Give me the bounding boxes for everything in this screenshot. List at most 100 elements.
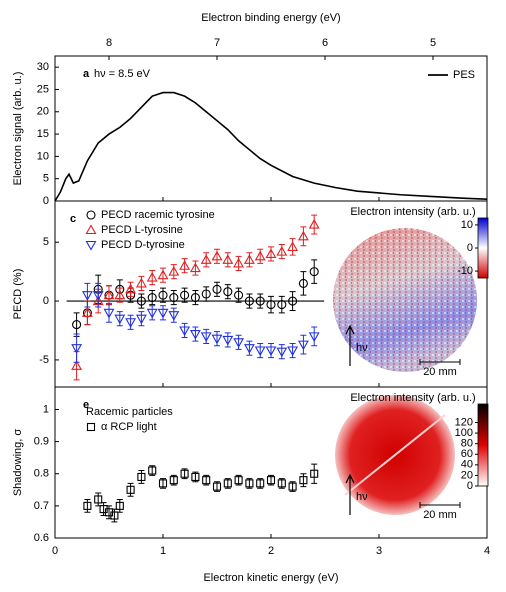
colorbar-tick-label: 80 [461, 438, 473, 450]
y-tick-label: 0.8 [34, 468, 49, 480]
y-tick-label: 5 [43, 173, 49, 185]
error-bar [235, 287, 242, 303]
marker [191, 472, 200, 482]
x2-tick-label: 8 [106, 37, 112, 49]
marker [179, 260, 191, 270]
photon-label: hν [356, 342, 368, 354]
y-tick-label: 20 [37, 106, 49, 118]
marker [308, 332, 320, 343]
marker [233, 338, 245, 348]
x-tick-label: 2 [268, 545, 274, 557]
y-tick-label: 0.6 [34, 532, 49, 544]
y-tick-label: 0.9 [34, 436, 49, 448]
marker [103, 289, 115, 300]
colorbar-tick-label: 10 [461, 219, 473, 231]
error-bar [160, 287, 166, 303]
marker [190, 292, 200, 303]
marker [223, 479, 232, 488]
marker [180, 290, 190, 300]
marker [83, 501, 92, 510]
marker [92, 291, 104, 301]
marker [297, 340, 309, 351]
marker [234, 290, 244, 300]
marker [146, 308, 158, 319]
photon-label: hν [356, 491, 368, 503]
legend-title: Racemic particles [86, 406, 173, 418]
marker [310, 469, 319, 478]
marker [287, 241, 299, 251]
error-bar [300, 226, 307, 247]
marker [255, 296, 265, 306]
marker [180, 469, 189, 478]
x2-tick-label: 5 [430, 37, 436, 49]
marker [179, 326, 191, 337]
marker [103, 308, 115, 319]
marker [276, 245, 288, 256]
error-bar [311, 463, 318, 484]
marker [266, 300, 276, 310]
legend-label: α RCP light [101, 421, 157, 433]
inset-title: Electron intensity (arb. u.) [350, 392, 475, 404]
marker [81, 291, 93, 301]
marker [157, 269, 169, 280]
colorbar [477, 217, 489, 279]
marker [298, 278, 308, 288]
y-axis-label: Electron signal (arb. u.) [12, 72, 24, 186]
marker [94, 495, 103, 504]
marker [265, 346, 277, 357]
x-tick-label: 3 [376, 545, 382, 557]
error-bar [214, 281, 220, 297]
marker [233, 257, 245, 268]
legend-label: PES [453, 69, 475, 81]
marker [168, 311, 180, 321]
marker [189, 329, 201, 340]
marker [71, 360, 83, 370]
marker [135, 314, 147, 325]
error-bar [311, 259, 318, 284]
y-tick-label: 10 [37, 150, 49, 162]
y-tick-label: -5 [39, 354, 49, 366]
detector-streak [344, 414, 446, 496]
marker [308, 218, 320, 229]
marker [200, 254, 212, 264]
x2-tick-label: 7 [214, 37, 220, 49]
inset-title: Electron intensity (arb. u.) [350, 206, 475, 218]
marker [147, 292, 157, 303]
error-bar [300, 334, 307, 355]
legend-marker [85, 240, 97, 251]
marker [115, 501, 124, 510]
marker [202, 476, 211, 485]
data-line [54, 91, 488, 202]
marker [212, 482, 222, 491]
error-bar [138, 293, 145, 309]
x-axis-label: Electron kinetic energy (eV) [203, 572, 338, 584]
marker [157, 308, 169, 319]
marker [169, 292, 179, 303]
marker [244, 296, 254, 306]
legend-label: PECD D-tyrosine [101, 239, 185, 251]
error-bar [149, 289, 156, 306]
marker [71, 344, 83, 354]
marker [114, 314, 126, 325]
y-tick-label: 30 [37, 61, 49, 73]
error-bar [95, 282, 102, 308]
error-bar [300, 473, 307, 488]
marker [212, 284, 222, 294]
marker [245, 479, 254, 488]
error-bar [278, 295, 285, 314]
marker [287, 346, 299, 357]
legend-marker [86, 210, 96, 220]
marker [146, 271, 158, 282]
error-bar [84, 282, 91, 308]
error-bar [203, 286, 210, 302]
y-tick-label: 25 [37, 83, 49, 95]
error-bar [170, 289, 177, 306]
marker [168, 266, 180, 276]
marker [222, 335, 234, 346]
error-bar [311, 326, 318, 347]
error-bar [106, 302, 112, 323]
x2-axis-label: Electron binding energy (eV) [201, 12, 340, 24]
legend-marker [86, 422, 96, 432]
marker [114, 289, 126, 300]
